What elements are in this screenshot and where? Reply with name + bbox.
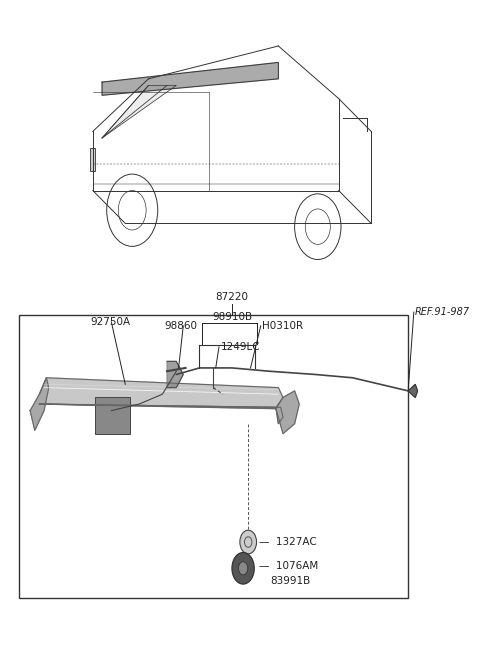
- Text: 98910B: 98910B: [212, 312, 252, 322]
- Text: 1249LC: 1249LC: [220, 342, 260, 352]
- Text: 87220: 87220: [216, 292, 249, 302]
- FancyBboxPatch shape: [95, 397, 130, 434]
- FancyBboxPatch shape: [90, 148, 95, 171]
- Polygon shape: [30, 378, 48, 430]
- Text: 98860: 98860: [165, 321, 198, 331]
- Text: H0310R: H0310R: [262, 321, 303, 331]
- Polygon shape: [408, 384, 418, 397]
- Circle shape: [232, 553, 254, 584]
- Circle shape: [240, 530, 256, 554]
- Text: —  1327AC: — 1327AC: [259, 537, 317, 547]
- Polygon shape: [102, 85, 176, 138]
- Polygon shape: [39, 404, 283, 424]
- Polygon shape: [167, 361, 183, 388]
- Text: REF.91-987: REF.91-987: [415, 307, 470, 317]
- Circle shape: [239, 562, 248, 575]
- Polygon shape: [102, 62, 278, 95]
- FancyBboxPatch shape: [19, 315, 408, 598]
- Text: —  1076AM: — 1076AM: [259, 561, 318, 572]
- Text: 92750A: 92750A: [90, 317, 131, 327]
- Text: 83991B: 83991B: [270, 576, 310, 587]
- Polygon shape: [39, 378, 283, 407]
- Polygon shape: [276, 391, 299, 434]
